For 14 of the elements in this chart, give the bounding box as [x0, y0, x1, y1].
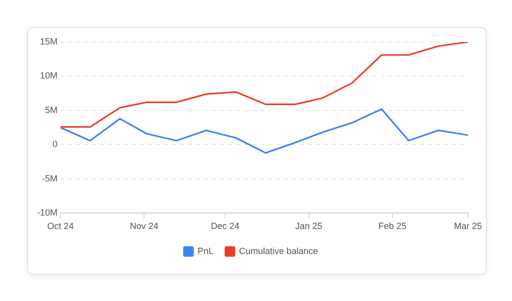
x-tick-label: Jan 25	[295, 221, 322, 232]
x-tick-label: Nov 24	[130, 221, 158, 232]
x-tick-label: Feb 25	[378, 221, 406, 232]
y-tick-label: 0	[52, 139, 58, 150]
y-tick-label: -5M	[42, 173, 58, 184]
legend-label: Cumulative balance	[238, 246, 318, 256]
x-tick-label: Oct 24	[47, 221, 74, 232]
y-tick-label: 10M	[40, 70, 58, 81]
legend-label: PnL	[197, 246, 214, 256]
y-tick-label: -10M	[36, 208, 58, 218]
y-tick-label: 5M	[44, 104, 58, 115]
y-tick-label: 15M	[40, 36, 58, 46]
x-tick-label: Mar 25	[454, 221, 482, 232]
x-tick-label: Dec 24	[210, 221, 240, 232]
